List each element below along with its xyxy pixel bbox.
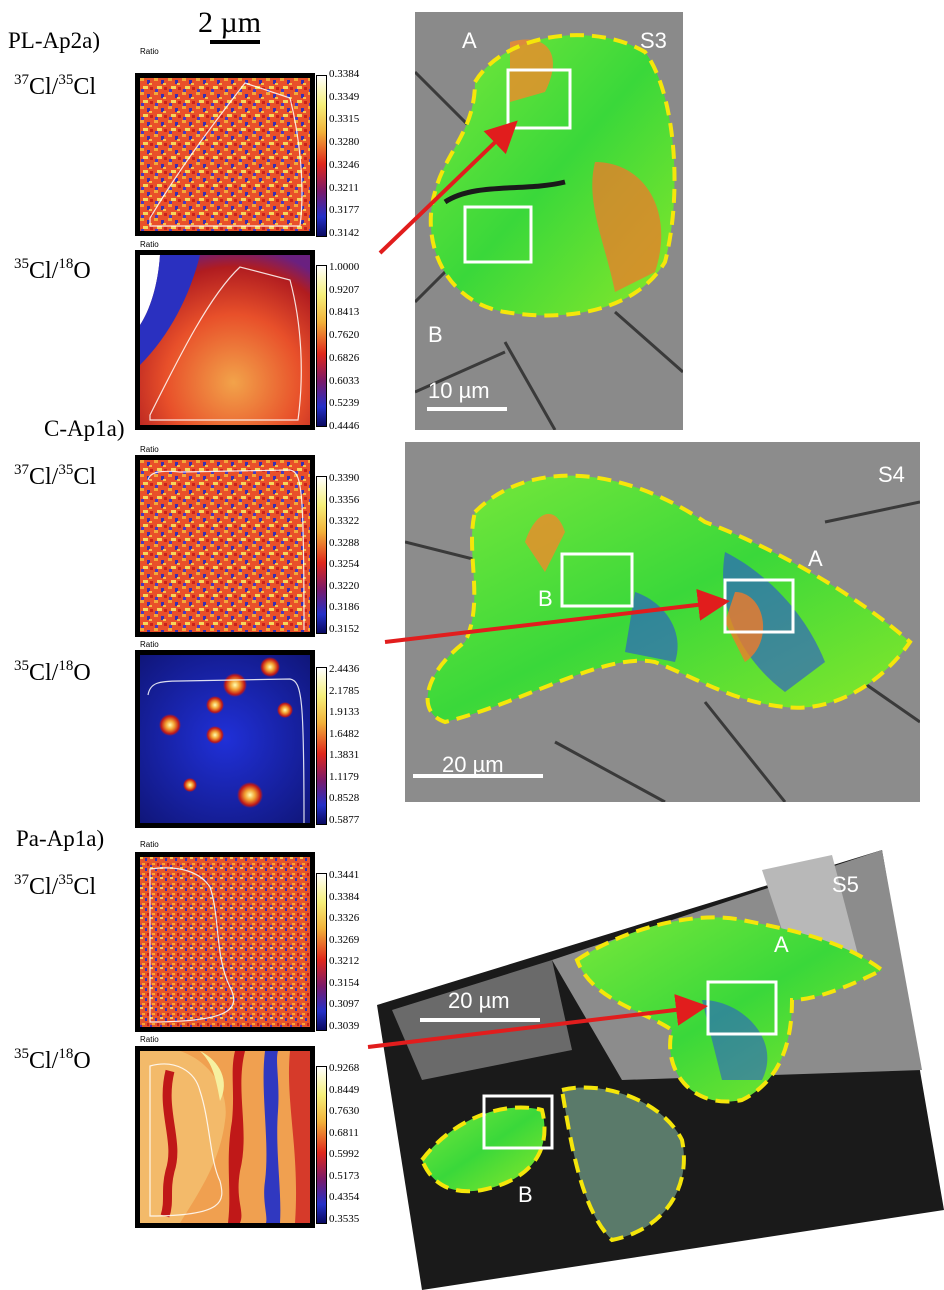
colorbar <box>316 1066 327 1224</box>
sem-region-b: B <box>518 1182 533 1207</box>
ion-map-cl-isotope <box>135 455 315 637</box>
sem-label-s3: S3 <box>640 28 667 53</box>
sample-label-pl-ap2a: PL-Ap2a) <box>8 28 100 53</box>
top-scale-bar <box>210 40 260 44</box>
row-label-cl35-o18: 35Cl/18O <box>14 658 91 686</box>
ion-map-cl-oxygen <box>135 1046 315 1228</box>
ion-map-cl-oxygen <box>135 650 315 828</box>
sem-region-a: A <box>462 28 477 53</box>
sample-label-pa-ap1a: Pa-Ap1a) <box>16 826 105 851</box>
colorbar-ticks: 1.0000 0.9207 0.8413 0.7620 0.6826 0.6033 0.52… <box>329 261 360 432</box>
colorbar-ticks: 0.3390 0.3356 0.3322 0.3288 0.3254 0.3220 0.31… <box>329 472 360 635</box>
row-label-cl37-cl35: 37Cl/35Cl <box>14 872 97 900</box>
ratio-tag: Ratio <box>140 1035 159 1044</box>
colorbar <box>316 75 327 237</box>
ratio-tag: Ratio <box>140 240 159 249</box>
colorbar-ticks: 2.4436 2.1785 1.9133 1.6482 1.3831 1.1179 0.85… <box>329 663 360 826</box>
sem-region-a: A <box>808 546 823 571</box>
sem-scale-label: 10 µm <box>428 378 490 403</box>
sem-region-b: B <box>428 322 443 347</box>
sem-scale-label: 20 µm <box>442 752 504 777</box>
ion-map-cl-isotope <box>135 852 315 1032</box>
sem-region-b: B <box>538 586 553 611</box>
colorbar-ticks: 0.3384 0.3349 0.3315 0.3280 0.3246 0.3211 0.31… <box>329 68 360 239</box>
colorbar <box>316 873 327 1031</box>
colorbar-ticks: 0.9268 0.8449 0.7630 0.6811 0.5992 0.5173 0.43… <box>329 1062 360 1225</box>
sem-region-a: A <box>774 932 789 957</box>
colorbar-ticks: 0.3441 0.3384 0.3326 0.3269 0.3212 0.3154 0.30… <box>329 869 360 1032</box>
sample-label-c-ap1a: C-Ap1a) <box>44 416 125 441</box>
ratio-tag: Ratio <box>140 640 159 649</box>
colorbar <box>316 667 327 825</box>
ratio-tag: Ratio <box>140 840 159 849</box>
row-label-cl37-cl35: 37Cl/35Cl <box>14 462 97 490</box>
colorbar <box>316 476 327 634</box>
sem-label-s5: S5 <box>832 872 859 897</box>
ratio-tag: Ratio <box>140 445 159 454</box>
top-scale-label: 2 µm <box>198 6 262 39</box>
colorbar <box>316 265 327 427</box>
row-label-cl35-o18: 35Cl/18O <box>14 256 91 284</box>
row-label-cl37-cl35: 37Cl/35Cl <box>14 72 97 100</box>
ratio-tag: Ratio <box>140 47 159 56</box>
sem-image-s5 <box>362 850 944 1290</box>
row-label-cl35-o18: 35Cl/18O <box>14 1046 91 1074</box>
sem-scale-label: 20 µm <box>448 988 510 1013</box>
ion-map-cl-oxygen <box>135 250 315 430</box>
sem-image-s4 <box>405 442 920 802</box>
sem-label-s4: S4 <box>878 462 905 487</box>
ion-map-cl-isotope <box>135 73 315 236</box>
sem-image-s3 <box>415 12 683 430</box>
